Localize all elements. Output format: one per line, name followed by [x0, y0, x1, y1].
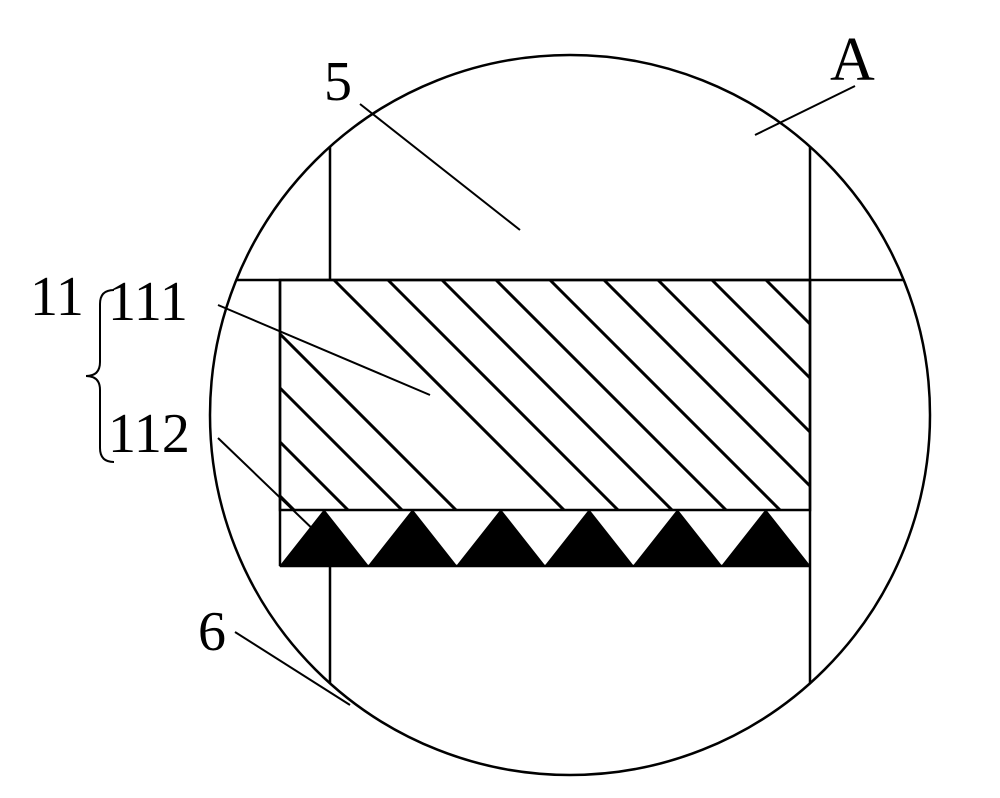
label-112: 112 — [108, 403, 190, 465]
label-11: 11 — [30, 266, 84, 328]
detail-view-content — [0, 0, 1000, 798]
part-111-body — [280, 280, 810, 510]
leader-l5 — [360, 104, 520, 230]
label-6: 6 — [198, 601, 226, 663]
label-111: 111 — [108, 271, 188, 333]
label-a: A — [830, 26, 875, 94]
part-112-teeth — [280, 510, 810, 566]
label-5: 5 — [324, 51, 352, 113]
